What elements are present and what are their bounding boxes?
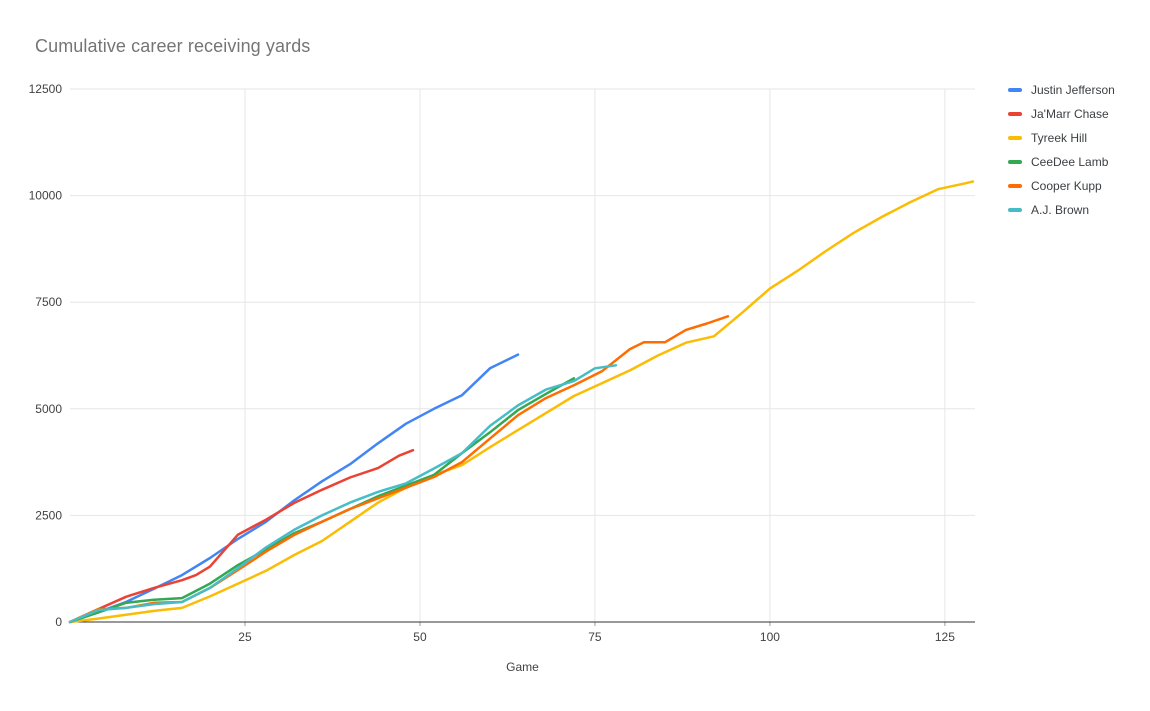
legend-swatch-icon (1008, 136, 1022, 140)
series-line-cooper-kupp (68, 315, 730, 624)
legend-item-a-j-brown: A.J. Brown (1008, 198, 1115, 222)
series-line-ceedee-lamb (68, 377, 576, 624)
legend-label: Tyreek Hill (1031, 131, 1088, 145)
y-tick-label: 7500 (35, 295, 62, 309)
series-line-justin-jefferson (68, 353, 520, 624)
y-tick-label: 10000 (29, 189, 63, 203)
x-tick-label: 50 (413, 630, 427, 644)
legend-item-cooper-kupp: Cooper Kupp (1008, 174, 1115, 198)
legend-swatch-icon (1008, 112, 1022, 116)
legend: Justin Jefferson Ja'Marr Chase Tyreek Hill… (1008, 78, 1115, 222)
legend-swatch-icon (1008, 88, 1022, 92)
legend-label: A.J. Brown (1031, 203, 1090, 217)
x-tick-label: 100 (760, 630, 780, 644)
x-tick-label: 25 (238, 630, 252, 644)
legend-item-ceedee-lamb: CeeDee Lamb (1008, 150, 1115, 174)
legend-label: Cooper Kupp (1031, 179, 1102, 193)
y-tick-label: 5000 (35, 402, 62, 416)
legend-label: Justin Jefferson (1031, 83, 1115, 97)
series-line-tyreek-hill (68, 180, 975, 624)
series-line-a-j-brown (68, 364, 618, 624)
legend-item-justin-jefferson: Justin Jefferson (1008, 78, 1115, 102)
legend-label: Ja'Marr Chase (1031, 107, 1109, 121)
legend-item-ja-marr-chase: Ja'Marr Chase (1008, 102, 1115, 126)
x-axis-title: Game (506, 660, 539, 674)
legend-label: CeeDee Lamb (1031, 155, 1109, 169)
legend-swatch-icon (1008, 160, 1022, 164)
y-tick-label: 2500 (35, 508, 62, 522)
legend-swatch-icon (1008, 184, 1022, 188)
x-tick-label: 125 (935, 630, 955, 644)
y-tick-label: 12500 (29, 82, 63, 96)
chart-title: Cumulative career receiving yards (35, 36, 311, 56)
series-line-ja-marr-chase (68, 448, 415, 624)
legend-item-tyreek-hill: Tyreek Hill (1008, 126, 1115, 150)
x-tick-label: 75 (588, 630, 602, 644)
y-tick-label: 0 (55, 615, 62, 629)
legend-swatch-icon (1008, 208, 1022, 212)
